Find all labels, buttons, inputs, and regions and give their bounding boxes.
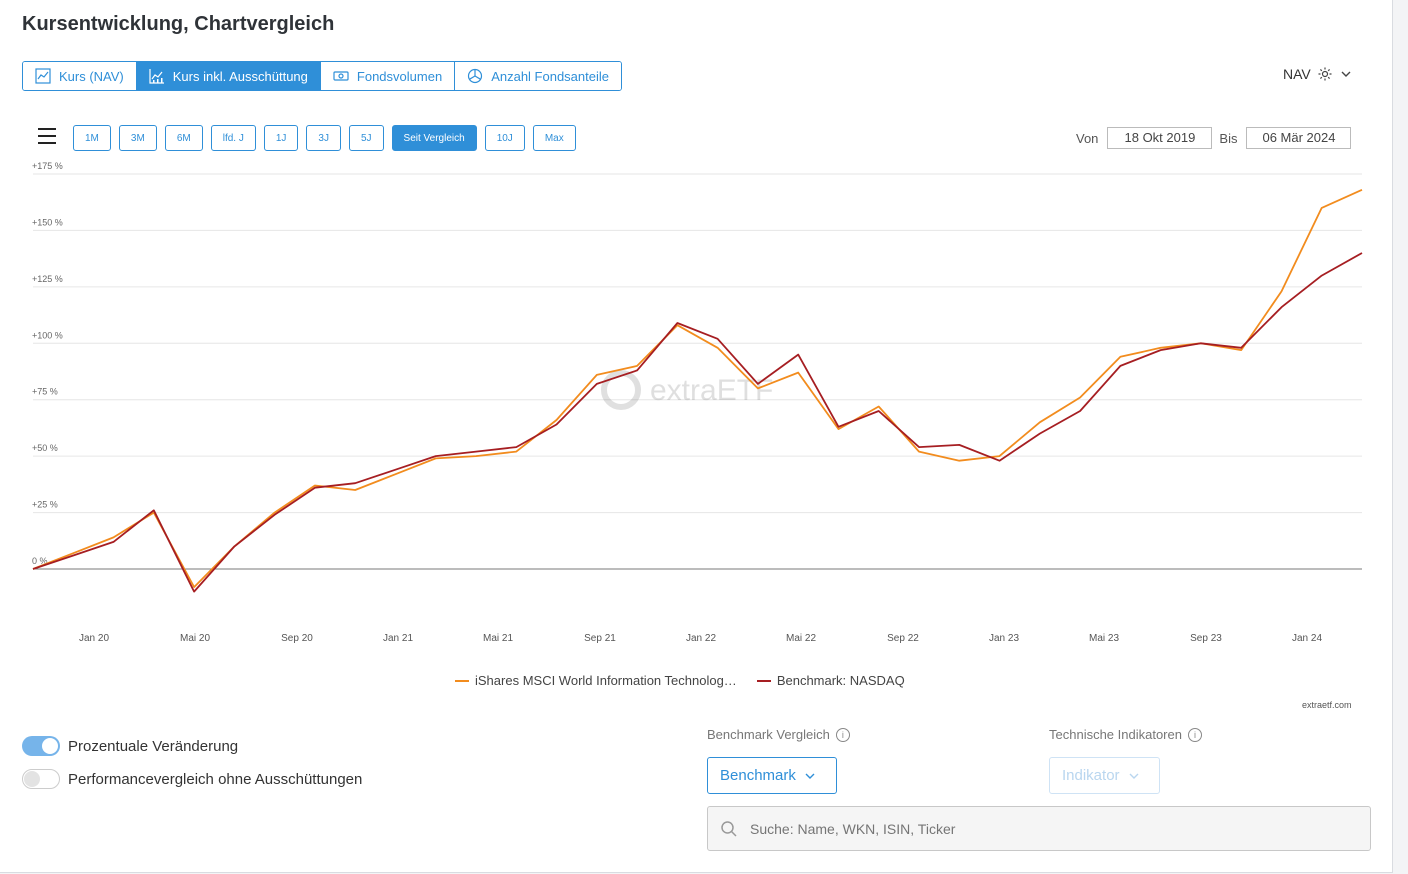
x-tick-label: Jan 23 xyxy=(989,633,1019,644)
indicators-section-label: Technische Indikatoren i xyxy=(1049,727,1202,742)
x-tick-label: Sep 23 xyxy=(1190,633,1222,644)
chevron-down-icon xyxy=(805,773,815,779)
legend-label-fund: iShares MSCI World Information Technolog… xyxy=(475,673,737,688)
search-input[interactable] xyxy=(748,819,1312,838)
x-tick-label: Sep 21 xyxy=(584,633,616,644)
chart-credit: extraetf.com xyxy=(1302,700,1352,710)
hamburger-menu-icon[interactable] xyxy=(38,128,56,149)
line-chart-icon xyxy=(35,68,51,84)
performance-chart: 0 % +25 % +50 % +75 % +100 % +125 % +150 % +175… xyxy=(32,161,1363,644)
y-tick-label: +75 % xyxy=(32,387,58,397)
x-tick-label: Jan 24 xyxy=(1292,633,1322,644)
legend-item-fund[interactable]: iShares MSCI World Information Technolog… xyxy=(455,673,737,688)
y-tick-label: +50 % xyxy=(32,443,58,453)
x-tick-label: Mai 23 xyxy=(1089,633,1119,644)
y-tick-label: +175 % xyxy=(32,161,63,171)
range-button-ytd[interactable]: lfd. J xyxy=(210,125,256,151)
toggle-percent-row: Prozentuale Veränderung xyxy=(22,736,238,756)
range-button-10j[interactable]: 10J xyxy=(484,125,525,151)
legend-swatch-benchmark xyxy=(756,679,771,682)
chevron-down-icon xyxy=(1341,71,1351,77)
toggle-knob xyxy=(42,738,58,754)
legend-swatch-fund xyxy=(455,679,469,682)
toggle-knob xyxy=(24,771,40,787)
range-button-seit-vergleich[interactable]: Seit Vergleich xyxy=(391,125,477,151)
chart-legend: iShares MSCI World Information Technolog… xyxy=(455,673,905,688)
y-tick-label: 0 % xyxy=(32,556,48,566)
tab-label: Kurs (NAV) xyxy=(59,68,124,84)
x-tick-label: Mai 22 xyxy=(786,633,816,644)
indicator-dropdown[interactable]: Indikator xyxy=(1049,757,1160,794)
tab-fondsvolumen[interactable]: Fondsvolumen xyxy=(320,62,456,90)
x-tick-label: Jan 20 xyxy=(79,633,109,644)
benchmark-series-line xyxy=(32,252,1363,593)
y-tick-label: +125 % xyxy=(32,274,63,284)
range-button-max[interactable]: Max xyxy=(532,125,576,151)
date-to-input[interactable]: 06 Mär 2024 xyxy=(1246,127,1352,149)
y-tick-label: +25 % xyxy=(32,500,58,510)
search-icon xyxy=(721,820,737,837)
tab-kurs-nav[interactable]: Kurs (NAV) xyxy=(23,62,137,90)
tab-kurs-inkl-ausschuettung[interactable]: Kurs inkl. Ausschüttung xyxy=(136,62,321,90)
y-tick-label: +150 % xyxy=(32,217,63,227)
page-title: Kursentwicklung, Chartvergleich xyxy=(22,13,335,35)
search-field xyxy=(707,806,1371,851)
no-distribution-toggle[interactable] xyxy=(22,769,60,789)
range-button-5j[interactable]: 5J xyxy=(348,125,384,151)
range-button-3j[interactable]: 3J xyxy=(306,125,341,151)
x-tick-label: Sep 20 xyxy=(281,633,313,644)
bar-line-chart-icon xyxy=(149,69,164,84)
percent-toggle[interactable] xyxy=(22,736,60,756)
benchmark-section-label: Benchmark Vergleich i xyxy=(707,727,850,742)
x-tick-label: Jan 21 xyxy=(383,633,413,644)
benchmark-dropdown[interactable]: Benchmark xyxy=(707,757,837,794)
x-tick-label: Jan 22 xyxy=(686,633,716,644)
legend-label-benchmark: Benchmark: NASDAQ xyxy=(776,673,905,688)
x-tick-label: Mai 21 xyxy=(483,633,513,644)
tab-anzahl-fondsanteile[interactable]: Anzahl Fondsanteile xyxy=(455,62,621,90)
chart-type-tabs: Kurs (NAV) Kurs inkl. Ausschüttung Fonds… xyxy=(22,61,622,91)
gear-icon xyxy=(1318,67,1332,81)
indicator-dropdown-label: Indikator xyxy=(1062,767,1120,784)
toggle-no-distribution-row: Performancevergleich ohne Ausschüttungen xyxy=(22,769,362,789)
nav-select[interactable]: NAV xyxy=(1283,66,1353,82)
watermark-text: extraETF xyxy=(650,374,773,407)
x-tick-label: Sep 22 xyxy=(887,633,919,644)
info-icon[interactable]: i xyxy=(1187,727,1202,742)
tab-label: Kurs inkl. Ausschüttung xyxy=(172,68,308,84)
date-range: Von 18 Okt 2019 Bis 06 Mär 2024 xyxy=(1076,127,1352,149)
pie-chart-icon xyxy=(468,68,483,84)
date-from-input[interactable]: 18 Okt 2019 xyxy=(1107,127,1213,149)
nav-select-label: NAV xyxy=(1283,66,1311,82)
watermark-circle xyxy=(601,370,641,410)
range-buttons: 1M 3M 6M lfd. J 1J 3J 5J Seit Vergleich … xyxy=(73,125,576,151)
chevron-down-icon xyxy=(1129,773,1139,779)
tab-label: Anzahl Fondsanteile xyxy=(491,68,609,84)
tab-label: Fondsvolumen xyxy=(356,68,443,84)
benchmark-dropdown-label: Benchmark xyxy=(720,767,796,784)
x-tick-label: Mai 20 xyxy=(180,633,210,644)
range-button-6m[interactable]: 6M xyxy=(164,125,203,151)
range-button-1j[interactable]: 1J xyxy=(263,125,299,151)
indicators-label: Technische Indikatoren xyxy=(1049,727,1182,742)
no-distribution-toggle-label: Performancevergleich ohne Ausschüttungen xyxy=(68,770,363,788)
legend-item-benchmark[interactable]: Benchmark: NASDAQ xyxy=(756,673,905,688)
date-to-label: Bis xyxy=(1219,130,1238,146)
range-button-3m[interactable]: 3M xyxy=(118,125,157,151)
y-tick-label: +100 % xyxy=(32,330,63,340)
percent-toggle-label: Prozentuale Veränderung xyxy=(68,737,239,755)
benchmark-label: Benchmark Vergleich xyxy=(707,727,830,742)
date-from-label: Von xyxy=(1076,130,1099,146)
info-icon[interactable]: i xyxy=(835,727,850,742)
range-button-1m[interactable]: 1M xyxy=(73,125,111,151)
money-icon xyxy=(333,71,349,81)
